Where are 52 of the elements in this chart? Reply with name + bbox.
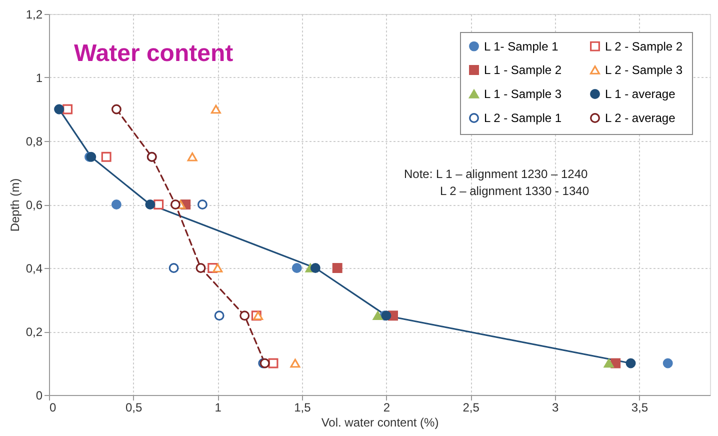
point bbox=[268, 358, 278, 368]
point bbox=[604, 358, 614, 368]
legend-label: L 1 - Sample 3 bbox=[484, 87, 562, 101]
y-tick-label: 1,2 bbox=[26, 8, 43, 22]
x-tick-label: 3,5 bbox=[631, 400, 648, 414]
legend-label: L 1 - Sample 2 bbox=[484, 63, 562, 77]
x-tick-label: 3 bbox=[552, 400, 560, 414]
point bbox=[210, 104, 221, 114]
point bbox=[212, 264, 223, 272]
x-tick-label: 0 bbox=[50, 400, 56, 414]
x-tick-label: 2,5 bbox=[462, 400, 480, 414]
legend-label: L 2 - average bbox=[605, 111, 676, 125]
point bbox=[111, 104, 122, 114]
legend-label: L 2 - Sample 3 bbox=[605, 63, 683, 77]
point bbox=[290, 358, 300, 368]
annotation: L 2 – alignment 1330 - 1340 bbox=[440, 184, 590, 198]
y-tick-label: 0,2 bbox=[26, 325, 43, 339]
point bbox=[197, 200, 208, 210]
point bbox=[196, 263, 206, 273]
x-tick-label: 2 bbox=[383, 400, 390, 414]
point bbox=[111, 200, 122, 210]
y-tick-label: 0,4 bbox=[26, 262, 43, 276]
point bbox=[626, 358, 636, 368]
point bbox=[310, 263, 320, 273]
y-tick-label: 0 bbox=[36, 388, 43, 402]
point bbox=[168, 263, 179, 273]
point bbox=[170, 200, 180, 210]
point bbox=[154, 200, 164, 210]
x-tick-label: 1 bbox=[214, 400, 222, 414]
legend-label: L 1- Sample 1 bbox=[484, 39, 559, 54]
point bbox=[145, 200, 156, 210]
point bbox=[240, 310, 250, 321]
point bbox=[292, 263, 302, 273]
point bbox=[214, 310, 224, 321]
x-tick-label: 1,5 bbox=[294, 400, 312, 414]
point bbox=[101, 152, 112, 162]
y-axis-title: Depth (m) bbox=[8, 178, 22, 232]
x-tick-label: 0,5 bbox=[125, 400, 142, 414]
y-tick-label: 1 bbox=[36, 71, 43, 85]
point bbox=[187, 152, 198, 162]
legend-label: L 1 - average bbox=[605, 87, 676, 101]
y-tick-label: 0,6 bbox=[26, 198, 43, 212]
point bbox=[332, 263, 342, 273]
y-tick-label: 0,8 bbox=[26, 134, 43, 148]
annotation: Note: L 1 – alignment 1230 – 1240 bbox=[404, 167, 588, 181]
point bbox=[372, 311, 383, 320]
legend-label: L 2 - Sample 1 bbox=[484, 111, 562, 125]
text: Water content bbox=[74, 40, 234, 67]
point bbox=[62, 104, 73, 114]
point bbox=[662, 358, 673, 368]
x-axis-title: Vol. water content (%) bbox=[321, 416, 439, 430]
legend-label: L 2 - Sample 2 bbox=[605, 39, 683, 54]
